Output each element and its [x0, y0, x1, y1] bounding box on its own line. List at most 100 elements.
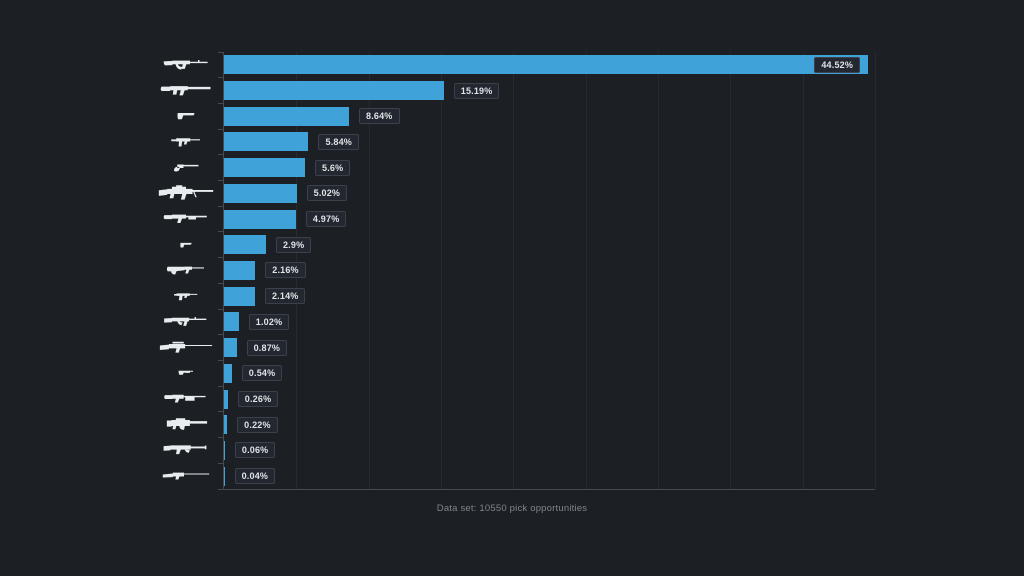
y-axis-tick	[218, 385, 223, 387]
weapon-icon-cell	[148, 412, 224, 438]
compact-smg-icon	[174, 293, 198, 300]
chart-row-assault-rifle: 44.52%	[224, 52, 875, 78]
weapon-icon-cell	[148, 206, 224, 232]
smg-icon	[171, 138, 200, 147]
pick-rate-label: 0.06%	[234, 442, 276, 459]
chart-caption: Data set: 10550 pick opportunities	[436, 503, 588, 514]
y-axis-tick	[218, 77, 223, 79]
weapon-icon-column	[148, 52, 224, 489]
revolver-icon	[174, 164, 199, 172]
chart-row-sniper-rifle: 5.02%	[224, 181, 875, 207]
pick-rate-label: 5.84%	[318, 133, 360, 150]
chart-row-compact-smg: 2.14%	[224, 283, 875, 309]
pick-rate-label: 44.52%	[814, 56, 861, 73]
chart-row-sawed-off-shotgun: 0.54%	[224, 360, 875, 386]
chart-row-revolver: 5.6%	[224, 155, 875, 181]
gridline-25pct	[585, 52, 587, 489]
lmg-icon	[166, 418, 208, 430]
chart-row-pump-shotgun: 0.26%	[224, 386, 875, 412]
pick-rate-bar	[224, 55, 869, 75]
pick-rate-label: 0.87%	[246, 339, 288, 356]
chart-row-long-rifle: 0.04%	[224, 463, 875, 489]
y-axis-tick	[218, 205, 223, 207]
y-axis-tick	[218, 334, 223, 336]
gridline-45pct	[875, 52, 876, 489]
y-axis-tick	[218, 437, 223, 439]
chart-row-compact-pistol: 2.9%	[224, 232, 875, 258]
pick-rate-label: 8.64%	[358, 108, 400, 125]
pick-rate-bar	[224, 363, 232, 383]
heavy-rifle-icon	[163, 445, 207, 455]
pick-rate-label: 4.97%	[305, 211, 347, 228]
pick-rate-bar	[224, 415, 228, 435]
gridline-10pct	[368, 52, 370, 489]
suppressed-rifle-icon	[160, 85, 211, 95]
pick-rate-bar	[224, 466, 225, 486]
y-axis-tick	[218, 488, 223, 490]
shotgun-icon	[163, 214, 207, 224]
chart-row-scoped-rifle: 0.87%	[224, 335, 875, 361]
weapon-icon-cell	[148, 78, 224, 104]
y-axis-tick	[218, 462, 223, 464]
weapon-icon-cell	[148, 155, 224, 181]
pick-rate-label: 0.26%	[237, 391, 279, 408]
sawed-off-shotgun-icon	[178, 371, 193, 376]
pick-rate-label: 15.19%	[453, 82, 500, 99]
weapon-icon-cell	[148, 258, 224, 284]
chart-row-suppressed-rifle: 15.19%	[224, 78, 875, 104]
y-axis-tick	[218, 231, 223, 233]
y-axis-tick	[218, 102, 223, 104]
weapon-icon-cell	[148, 283, 224, 309]
y-axis-tick	[218, 257, 223, 259]
weapon-icon-cell	[148, 335, 224, 361]
weapon-icon-cell	[148, 309, 224, 335]
pick-rate-label: 0.54%	[241, 365, 283, 382]
pick-rate-label: 0.22%	[237, 416, 278, 433]
pick-rate-bar	[224, 440, 225, 460]
y-axis-tick	[218, 282, 223, 284]
gridline-35pct	[730, 52, 732, 489]
pick-rate-bar	[224, 132, 309, 152]
pick-rate-bar	[224, 209, 296, 229]
chart-row-smg: 5.84%	[224, 129, 875, 155]
weapon-icon-cell	[148, 463, 224, 489]
chart-row-bullpup-rifle: 2.16%	[224, 258, 875, 284]
pick-rate-bar	[224, 260, 256, 280]
y-axis-tick	[218, 359, 223, 361]
gridline-15pct	[441, 52, 442, 489]
plot-area: 44.52% 15.19% 8.64% 5.84% 5.6% 5.02% 4.97% 2.9%…	[218, 51, 876, 490]
sniper-rifle-icon	[158, 185, 214, 200]
weapon-icon-cell	[148, 360, 224, 386]
pick-rate-bar	[224, 81, 444, 101]
y-axis-tick	[218, 154, 223, 156]
gridline-30pct	[658, 52, 659, 489]
y-axis-tick	[218, 411, 223, 413]
pick-rate-bar	[224, 338, 237, 358]
weapon-icon-cell	[148, 181, 224, 207]
compact-pistol-icon	[180, 242, 192, 248]
pick-rate-label: 1.02%	[248, 313, 290, 330]
weapon-icon-cell	[148, 438, 224, 464]
pick-rate-bar	[224, 286, 255, 306]
pick-rate-label: 2.16%	[265, 262, 306, 279]
pick-rate-label: 2.14%	[264, 288, 306, 305]
weapon-icon-cell	[148, 232, 224, 258]
assault-rifle-icon	[163, 59, 208, 70]
pick-rate-bar	[224, 106, 349, 126]
chart-row-battle-rifle: 1.02%	[224, 309, 875, 335]
pick-rate-bar	[224, 183, 297, 203]
pick-rate-bar	[224, 158, 305, 178]
long-rifle-icon	[162, 472, 210, 480]
pump-shotgun-icon	[164, 394, 206, 403]
pick-rate-label: 0.04%	[234, 468, 276, 485]
pick-rate-bar	[224, 389, 228, 409]
bullpup-rifle-icon	[166, 266, 204, 275]
battle-rifle-icon	[164, 316, 207, 326]
y-axis-tick	[218, 180, 223, 182]
gridline-20pct	[513, 52, 515, 489]
chart-row-shotgun: 4.97%	[224, 206, 875, 232]
y-axis-tick	[218, 51, 223, 53]
chart-row-lmg: 0.22%	[224, 412, 875, 438]
weapon-icon-cell	[148, 386, 224, 412]
